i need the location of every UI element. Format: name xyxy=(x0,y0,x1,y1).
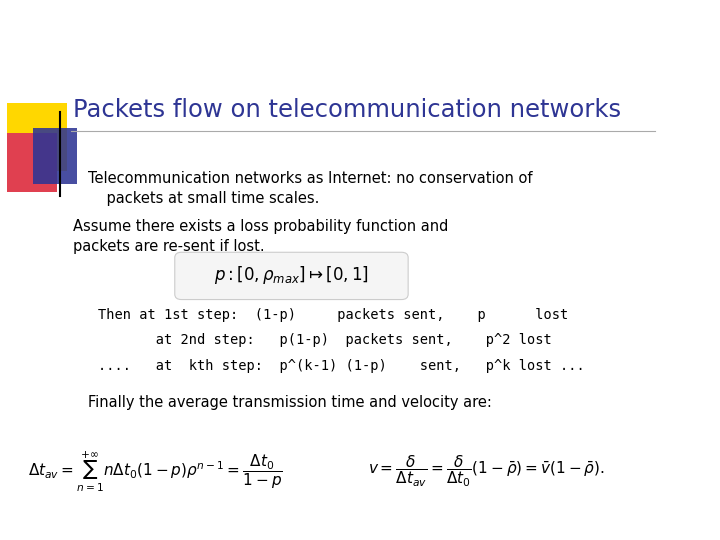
Text: at 2nd step:   p(1-p)  packets sent,    p^2 lost: at 2nd step: p(1-p) packets sent, p^2 lo… xyxy=(98,333,552,347)
FancyBboxPatch shape xyxy=(33,127,77,184)
Text: Telecommunication networks as Internet: no conservation of
    packets at small : Telecommunication networks as Internet: … xyxy=(88,171,533,206)
Text: $\Delta t_{av} = \sum_{n=1}^{+\infty} n\Delta t_0 (1-p)\rho^{n-1} = \dfrac{\Delt: $\Delta t_{av} = \sum_{n=1}^{+\infty} n\… xyxy=(28,449,283,494)
Text: Assume there exists a loss probability function and
packets are re-sent if lost.: Assume there exists a loss probability f… xyxy=(73,219,449,254)
FancyBboxPatch shape xyxy=(6,104,67,171)
Text: $p : [0, \rho_{max}] \mapsto [0, 1]$: $p : [0, \rho_{max}] \mapsto [0, 1]$ xyxy=(214,265,369,286)
Text: ....   at  kth step:  p^(k-1) (1-p)    sent,   p^k lost ...: .... at kth step: p^(k-1) (1-p) sent, p^… xyxy=(98,359,585,373)
Text: Finally the average transmission time and velocity are:: Finally the average transmission time an… xyxy=(88,395,492,410)
FancyBboxPatch shape xyxy=(6,133,57,192)
FancyBboxPatch shape xyxy=(175,252,408,300)
Text: Packets flow on telecommunication networks: Packets flow on telecommunication networ… xyxy=(73,98,621,122)
Text: Then at 1st step:  (1-p)     packets sent,    p      lost: Then at 1st step: (1-p) packets sent, p … xyxy=(98,308,568,322)
Text: $v = \dfrac{\delta}{\Delta t_{av}} = \dfrac{\delta}{\Delta t_0}(1-\bar{\rho}) = : $v = \dfrac{\delta}{\Delta t_{av}} = \df… xyxy=(368,454,605,489)
